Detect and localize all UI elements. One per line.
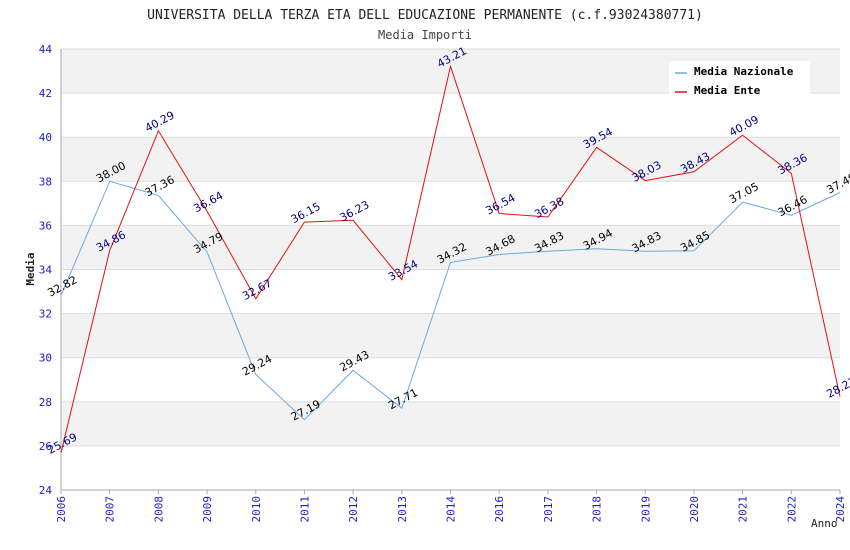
- axes: 24 26 28 30 32 34 36 38 40 42 44 2006 2007 2008 2009 20…: [39, 43, 847, 523]
- y-axis-label: Media: [24, 252, 37, 285]
- x-tick-label: 2021: [737, 496, 750, 523]
- x-tick-label: 2018: [591, 496, 604, 523]
- data-label-nazionale: 36.46: [776, 193, 810, 219]
- x-tick-label: 2010: [250, 496, 263, 523]
- chart-subtitle: Media Importi: [378, 28, 472, 42]
- data-label-ente: 40.29: [143, 109, 177, 135]
- grid: [61, 48, 840, 491]
- y-tick-label: 24: [39, 484, 53, 497]
- grid-band: [61, 313, 840, 358]
- chart-title: UNIVERSITA DELLA TERZA ETA DELL EDUCAZIO…: [147, 8, 703, 23]
- y-tick-label: 38: [39, 175, 52, 188]
- grid-band: [61, 137, 840, 182]
- x-tick-label: 2024: [834, 496, 847, 523]
- x-tick-label: 2011: [298, 496, 311, 523]
- legend-label-nazionale: Media Nazionale: [694, 65, 794, 78]
- x-tick-label: 2019: [639, 496, 652, 523]
- x-tick-label: 2022: [785, 496, 798, 523]
- y-tick-label: 26: [39, 440, 52, 453]
- x-tick-label: 2017: [542, 496, 555, 523]
- y-tick-label: 40: [39, 131, 52, 144]
- y-tick-label: 28: [39, 396, 52, 409]
- x-tick-label: 2016: [493, 496, 506, 523]
- legend: Media Nazionale Media Ente: [669, 61, 810, 98]
- series-line-ente: [60, 64, 841, 453]
- y-tick-label: 36: [39, 219, 52, 232]
- x-tick-label: 2006: [55, 496, 68, 523]
- x-tick-label: 2013: [396, 496, 409, 523]
- series: [60, 64, 841, 453]
- legend-label-ente: Media Ente: [694, 84, 761, 97]
- data-label-ente: 36.23: [338, 198, 372, 224]
- x-tick-label: 2020: [688, 496, 701, 523]
- y-tick-label: 34: [39, 264, 53, 277]
- series-line-nazionale: [60, 180, 841, 421]
- data-label-ente: 36.38: [532, 195, 566, 221]
- y-tick-label: 42: [39, 87, 52, 100]
- data-label-ente: 40.09: [727, 113, 761, 139]
- y-tick-label: 30: [39, 352, 52, 365]
- x-tick-label: 2007: [104, 496, 117, 523]
- data-label-ente: 28.23: [824, 375, 850, 401]
- x-tick-label: 2012: [347, 496, 360, 523]
- x-tick-label: 2008: [152, 496, 165, 523]
- legend-box: [669, 61, 810, 98]
- grid-band: [61, 401, 840, 446]
- x-axis-label: Anno: [811, 517, 838, 530]
- y-tick-label: 44: [39, 43, 53, 56]
- x-tick-label: 2009: [201, 496, 214, 523]
- data-label-nazionale: 32.82: [45, 273, 79, 299]
- x-tick-label: 2014: [445, 496, 458, 523]
- y-tick-label: 32: [39, 308, 52, 321]
